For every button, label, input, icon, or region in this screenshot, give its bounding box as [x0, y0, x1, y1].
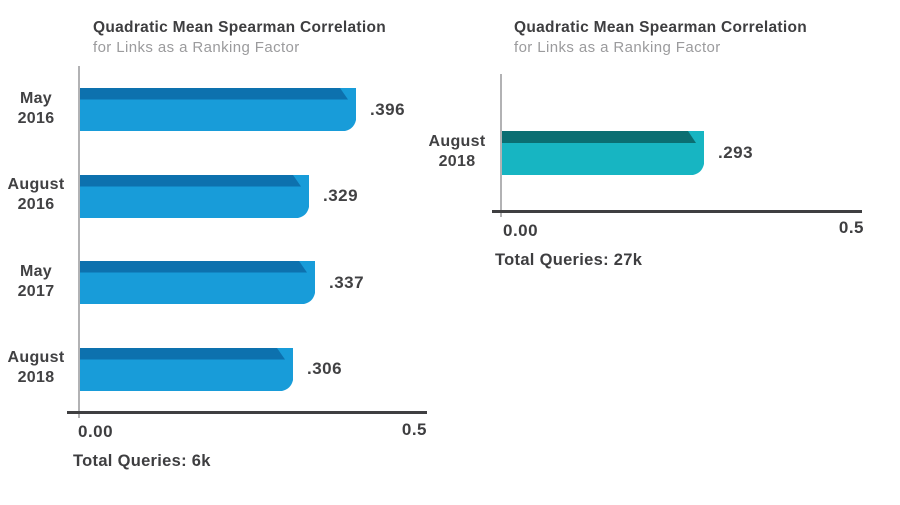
bar: [80, 347, 293, 391]
bar: [80, 174, 309, 218]
value-label: .329: [323, 186, 359, 205]
total-queries-caption: Total Queries: 6k: [73, 452, 211, 470]
category-label: May 2016: [17, 89, 55, 127]
bar: [80, 88, 356, 131]
bar: [80, 261, 315, 304]
value-label: .293: [718, 143, 754, 162]
x-tick-min: 0.00: [503, 221, 539, 240]
chart-6k-queries: Quadratic Mean Spearman Correlation for …: [7, 19, 427, 470]
value-label: .337: [329, 272, 365, 292]
chart-title: Quadratic Mean Spearman Correlation: [514, 19, 808, 36]
y-axis-line: [78, 66, 80, 418]
value-label: .306: [307, 359, 343, 378]
x-tick-max: 0.5: [401, 420, 427, 439]
x-axis-line: [492, 210, 862, 213]
x-axis-line: [67, 411, 427, 414]
chart-subtitle: for Links as a Ranking Factor: [514, 39, 721, 56]
x-tick-min: 0.00: [78, 422, 114, 441]
chart-subtitle: for Links as a Ranking Factor: [93, 39, 300, 56]
value-label: .396: [370, 99, 406, 119]
total-queries-caption: Total Queries: 27k: [495, 251, 643, 269]
category-label: August 2018: [7, 349, 65, 386]
chart-27k-queries: Quadratic Mean Spearman Correlation for …: [429, 0, 900, 505]
y-axis-line: [500, 74, 502, 217]
category-label: August 2018: [428, 133, 486, 170]
bar: [502, 131, 704, 175]
category-label: May 2017: [17, 262, 55, 300]
x-tick-max: 0.5: [838, 218, 864, 237]
category-label: August 2016: [7, 176, 65, 213]
chart-title: Quadratic Mean Spearman Correlation: [93, 19, 387, 36]
